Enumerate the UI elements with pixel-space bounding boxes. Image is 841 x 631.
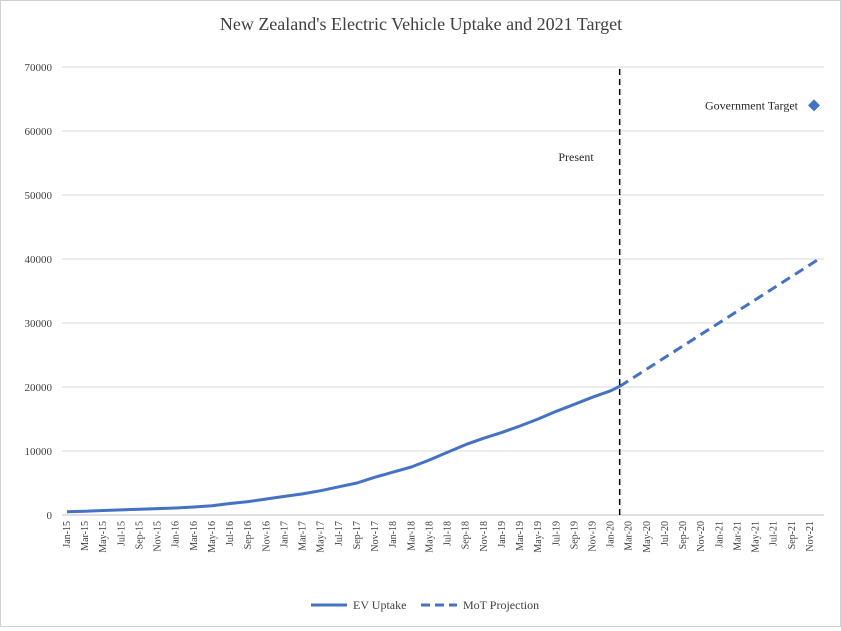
government-target-marker [808, 99, 820, 112]
x-tick-label: Sep-16 [243, 521, 254, 549]
y-tick-label: 60000 [25, 126, 53, 138]
x-tick-label: May-17 [316, 521, 327, 553]
x-tick-label: Mar-18 [406, 521, 417, 551]
x-tick-label: Nov-16 [261, 521, 272, 552]
x-tick-label: Nov-18 [479, 521, 490, 552]
x-tick-label: Mar-19 [515, 521, 526, 551]
x-tick-label: Mar-20 [624, 521, 635, 551]
x-tick-label: Jul-16 [225, 521, 236, 546]
x-tick-label: Sep-20 [678, 521, 689, 549]
x-tick-label: Jul-19 [551, 521, 562, 546]
mot-projection-line [618, 257, 820, 388]
ev-uptake-line [66, 385, 621, 514]
x-tick-label: Mar-15 [80, 521, 91, 551]
x-tick-label: Nov-19 [587, 521, 598, 552]
x-tick-label: May-15 [98, 521, 109, 553]
y-tick-label: 30000 [25, 318, 53, 330]
x-tick-label: Mar-16 [189, 521, 200, 551]
legend-label: EV Uptake [353, 598, 406, 612]
present-label: Present [558, 150, 594, 164]
x-tick-label: Sep-15 [134, 521, 145, 549]
chart-title: New Zealand's Electric Vehicle Uptake an… [220, 14, 622, 34]
x-tick-label: May-16 [207, 521, 218, 553]
x-tick-label: Sep-17 [352, 521, 363, 549]
x-tick-label: Jan-21 [714, 521, 725, 548]
y-tick-label: 10000 [25, 446, 53, 458]
x-tick-label: Nov-21 [805, 521, 816, 552]
x-tick-label: May-19 [533, 521, 544, 553]
legend-label: MoT Projection [463, 598, 539, 612]
y-tick-label: 40000 [25, 254, 53, 266]
x-tick-label: Nov-20 [696, 521, 707, 552]
x-tick-label: Jul-20 [660, 521, 671, 546]
x-tick-label: Jul-18 [443, 521, 454, 546]
y-tick-label: 0 [47, 510, 53, 522]
x-tick-label: Jan-18 [388, 521, 399, 548]
x-tick-label: Mar-17 [298, 521, 309, 551]
x-tick-label: Jan-15 [62, 521, 73, 548]
y-tick-label: 70000 [25, 62, 53, 74]
x-tick-label: Nov-15 [153, 521, 164, 552]
y-tick-label: 20000 [25, 382, 53, 394]
x-tick-label: Sep-18 [461, 521, 472, 549]
x-tick-label: Mar-21 [732, 521, 743, 551]
x-tick-label: May-20 [642, 521, 653, 553]
x-tick-label: Nov-17 [370, 521, 381, 552]
x-tick-label: May-18 [424, 521, 435, 553]
x-tick-label: Sep-19 [569, 521, 580, 549]
x-tick-label: Jan-20 [606, 521, 617, 548]
y-tick-label: 50000 [25, 190, 53, 202]
government-target-label: Government Target [705, 98, 799, 112]
x-tick-label: Jan-16 [171, 521, 182, 548]
x-tick-label: Jan-19 [497, 521, 508, 548]
x-tick-label: Jul-21 [769, 521, 780, 546]
x-tick-label: Sep-21 [787, 521, 798, 549]
x-tick-label: May-21 [751, 521, 762, 553]
x-tick-label: Jul-17 [334, 521, 345, 546]
x-tick-label: Jan-17 [279, 521, 290, 548]
x-tick-label: Jul-15 [116, 521, 127, 546]
